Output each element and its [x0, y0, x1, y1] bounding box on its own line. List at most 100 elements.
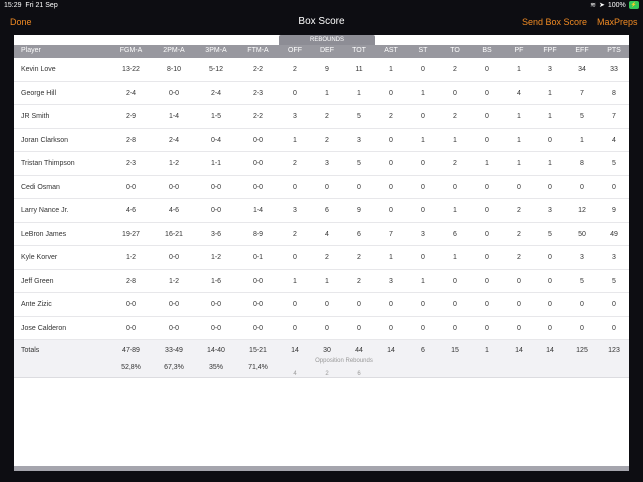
- stat-cell-ftm-a: 2-3: [252, 89, 264, 97]
- total-pf: 14: [515, 347, 523, 354]
- stat-cell-pts: 7: [612, 113, 616, 120]
- table-row[interactable]: Joran Clarkson 2-8 2-4 0-4 0-0 1 2 3 0 1 1 0 1 0 1 4: [14, 129, 629, 152]
- stat-cell-ast: 1: [389, 254, 393, 261]
- table-row[interactable]: Larry Nance Jr. 4-6 4-6 0-0 1-4 3 6 9 0 0 1 0 2 3 12 9: [14, 199, 629, 223]
- table-row[interactable]: Kyle Korver 1-2 0-0 1-2 0-1 0 2 2 1 0 1 0 2 0 3 3: [14, 246, 629, 270]
- charging-icon: ⚡: [630, 2, 637, 8]
- stat-cell-fgm-a: 13-22: [122, 66, 140, 73]
- table-row[interactable]: Tristan Thimpson 2-3 1-2 1-1 0-0 2 3 5 0 0 2 1 1 1 8 5: [14, 152, 629, 176]
- player-name: JR Smith: [21, 113, 50, 120]
- stat-cell-off: 1: [293, 277, 297, 285]
- column-header-ftm-a[interactable]: FTM-A: [247, 47, 269, 54]
- stat-cell-fpf: 1: [548, 89, 552, 97]
- stat-cell-ast: 7: [389, 230, 393, 238]
- stat-cell-to: 6: [453, 230, 457, 238]
- done-button[interactable]: Done: [10, 17, 32, 27]
- column-header-st[interactable]: ST: [418, 47, 428, 54]
- stat-cell-pf: 1: [517, 113, 521, 120]
- stat-cell-off: 3: [293, 113, 297, 120]
- send-box-score-button[interactable]: Send Box Score: [522, 17, 588, 27]
- stat-cell-2pm-a: 2-4: [168, 136, 180, 144]
- stat-cell-3pm-a: 0-0: [210, 301, 222, 308]
- stat-cell-2pm-a: 0-0: [168, 254, 180, 261]
- stat-cell-pf: 0: [517, 277, 521, 285]
- stat-cell-off: 0: [293, 301, 297, 308]
- stat-cell-st: 0: [421, 66, 425, 73]
- total-def: 30: [323, 347, 331, 354]
- column-header-to[interactable]: TO: [450, 47, 460, 54]
- column-header-fpf[interactable]: FPF: [543, 47, 557, 54]
- player-name: Jeff Green: [21, 277, 54, 285]
- stat-cell-st: 0: [421, 254, 425, 261]
- stat-cell-pf: 2: [517, 230, 521, 238]
- total-eff: 125: [576, 347, 588, 354]
- column-header-ast[interactable]: AST: [384, 47, 398, 54]
- column-header-bs[interactable]: BS: [482, 47, 492, 54]
- stat-cell-pf: 1: [517, 160, 521, 167]
- total-ast: 14: [387, 347, 395, 354]
- column-header-3pm-a[interactable]: 3PM-A: [205, 47, 227, 54]
- table-row[interactable]: Cedi Osman 0-0 0-0 0-0 0-0 0 0 0 0 0 0 0 0 0 0 0: [14, 176, 629, 199]
- stat-cell-3pm-a: 1-1: [210, 160, 222, 167]
- column-header-tot[interactable]: TOT: [352, 47, 366, 54]
- stat-cell-3pm-a: 0-4: [210, 136, 222, 144]
- column-header-pf[interactable]: PF: [514, 47, 524, 54]
- stat-cell-3pm-a: 0-0: [210, 207, 222, 214]
- column-header-2pm-a[interactable]: 2PM-A: [163, 47, 185, 54]
- table-row[interactable]: Kevin Love 13-22 8-10 5-12 2-2 2 9 11 1 0 2 0 1 3 34 33: [14, 58, 629, 82]
- total-percent-fgm-a: 52,8%: [121, 364, 141, 371]
- stat-cell-eff: 0: [580, 324, 584, 332]
- stat-cell-ast: 0: [389, 183, 393, 191]
- battery-percent: 100%: [607, 1, 626, 9]
- box-score-table: Player FGM-A 2PM-A 3PM-A FTM-A OFF DEF TOT AST ST…: [14, 35, 629, 471]
- column-header-fgm-a[interactable]: FGM-A: [119, 47, 143, 54]
- stat-cell-eff: 7: [580, 89, 584, 97]
- stat-cell-ftm-a: 0-0: [252, 183, 264, 191]
- table-row[interactable]: Jeff Green 2-8 1-2 1-6 0-0 1 1 2 3 1 0 0 0 0 5 5: [14, 270, 629, 293]
- stat-cell-bs: 0: [485, 183, 489, 191]
- stat-cell-3pm-a: 2-4: [210, 89, 222, 97]
- stat-cell-fpf: 3: [548, 66, 552, 73]
- stat-cell-pf: 4: [517, 89, 521, 97]
- table-row[interactable]: George Hill 2-4 0-0 2-4 2-3 0 1 1 0 1 0 0 4 1 7 8: [14, 82, 629, 105]
- total-off: 14: [291, 347, 299, 354]
- stat-cell-tot: 2: [357, 277, 361, 285]
- stat-cell-3pm-a: 1-2: [210, 254, 222, 261]
- stat-cell-ast: 0: [389, 324, 393, 332]
- stat-cell-bs: 1: [485, 160, 489, 167]
- total-ftm-a: 15-21: [249, 347, 267, 354]
- stat-cell-to: 1: [453, 254, 457, 261]
- stat-cell-bs: 0: [485, 89, 489, 97]
- opposition-rebounds-caption: Opposition Rebounds: [315, 358, 373, 364]
- rebounds-group-header: REBOUNDS: [279, 35, 375, 45]
- table-row[interactable]: Jose Calderon 0-0 0-0 0-0 0-0 0 0 0 0 0 0 0 0 0 0 0: [14, 317, 629, 340]
- stat-cell-def: 1: [325, 277, 329, 285]
- stat-cell-ftm-a: 0-1: [252, 254, 264, 261]
- stat-cell-pts: 5: [612, 277, 616, 285]
- maxpreps-button[interactable]: MaxPreps: [597, 17, 638, 27]
- table-row[interactable]: LeBron James 19-27 16-21 3-6 8-9 2 4 6 7 3 6 0 2 5 50 4…: [14, 223, 629, 246]
- stat-cell-fpf: 0: [548, 324, 552, 332]
- table-row[interactable]: Ante Zizic 0-0 0-0 0-0 0-0 0 0 0 0 0 0 0 0 0 0 0: [14, 293, 629, 317]
- stat-cell-bs: 0: [485, 301, 489, 308]
- scroll-track[interactable]: [14, 466, 629, 471]
- stat-cell-pts: 0: [612, 301, 616, 308]
- column-header-eff[interactable]: EFF: [575, 47, 589, 54]
- stat-cell-2pm-a: 1-4: [168, 113, 180, 120]
- stat-cell-to: 0: [453, 183, 457, 191]
- column-header-player[interactable]: Player: [21, 47, 41, 54]
- page-title: Box Score: [298, 16, 345, 27]
- total-st: 6: [421, 347, 425, 354]
- total-fgm-a: 47-89: [122, 347, 140, 354]
- stat-cell-3pm-a: 0-0: [210, 324, 222, 332]
- column-header-def[interactable]: DEF: [320, 47, 334, 54]
- stat-cell-def: 0: [325, 301, 329, 308]
- table-row[interactable]: JR Smith 2-9 1-4 1-5 2-2 3 2 5 2 0 2 0 1 1 5 7: [14, 105, 629, 129]
- stat-cell-st: 0: [421, 301, 425, 308]
- column-header-off[interactable]: OFF: [288, 47, 302, 54]
- stat-cell-eff: 8: [580, 160, 584, 167]
- stat-cell-tot: 5: [357, 113, 361, 120]
- stat-cell-eff: 1: [580, 136, 584, 144]
- stat-cell-fgm-a: 2-8: [125, 277, 137, 285]
- column-header-pts[interactable]: PTS: [607, 47, 621, 54]
